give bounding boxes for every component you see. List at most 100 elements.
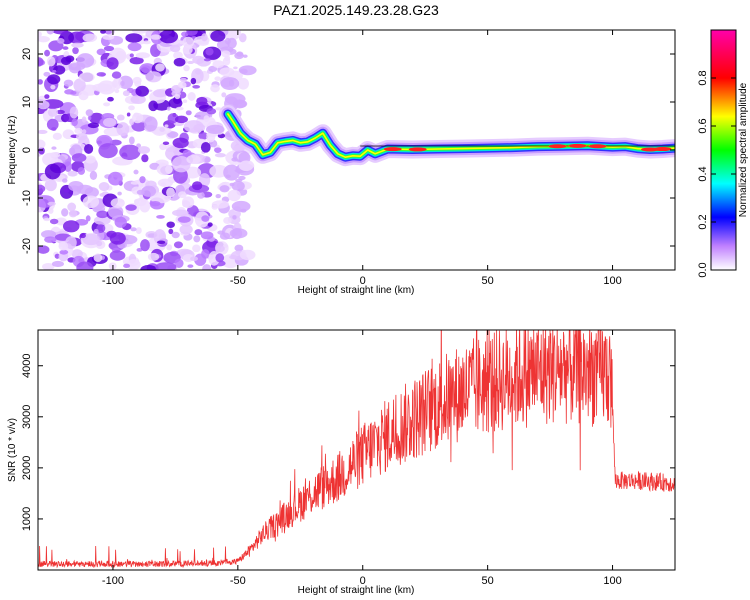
noise-speck [82, 195, 100, 209]
noise-speck [206, 108, 217, 115]
noise-speck [139, 176, 146, 184]
noise-speck [215, 245, 225, 253]
noise-speck [221, 92, 227, 98]
noise-speck [142, 40, 151, 45]
ridge-peak [568, 143, 587, 148]
noise-speck [51, 260, 65, 268]
noise-speck [145, 71, 162, 83]
noise-speck [38, 139, 46, 149]
noise-speck [123, 263, 131, 268]
ridge-peak [408, 147, 427, 152]
noise-speck [182, 36, 195, 48]
noise-speck [109, 139, 122, 146]
noise-speck [215, 193, 221, 199]
noise-speck [114, 216, 127, 228]
noise-speck [155, 63, 165, 72]
noise-speck [205, 47, 214, 56]
spectrogram-xtick-label: 50 [482, 275, 494, 287]
noise-speck [87, 115, 92, 121]
noise-speck [148, 100, 159, 112]
spectrogram-noise-region [38, 30, 257, 270]
noise-speck [38, 146, 45, 155]
noise-speck [52, 69, 57, 73]
colorbar-tick-label: 0.8 [697, 70, 709, 85]
ridge-peak [588, 144, 607, 149]
noise-speck [183, 64, 190, 72]
noise-speck [220, 77, 240, 90]
noise-speck [127, 42, 142, 52]
noise-speck [177, 81, 187, 89]
noise-speck [38, 184, 46, 193]
noise-speck [174, 94, 181, 100]
noise-speck [181, 31, 189, 37]
noise-speck [135, 227, 142, 234]
noise-speck [234, 244, 244, 252]
snr-ytick-label: 2000 [21, 456, 33, 480]
noise-speck [57, 37, 65, 44]
noise-speck [237, 77, 249, 90]
spectrogram-xtick-label: 0 [360, 275, 366, 287]
noise-speck [179, 40, 185, 45]
noise-speck [231, 228, 243, 240]
noise-speck [104, 30, 112, 35]
spectrogram-xtick-label: -100 [102, 275, 124, 287]
noise-speck [137, 146, 150, 154]
noise-speck [64, 188, 70, 193]
noise-speck [182, 45, 193, 55]
noise-speck [93, 215, 111, 226]
noise-speck [43, 71, 51, 77]
noise-speck [171, 156, 191, 173]
noise-speck [62, 46, 69, 50]
noise-speck [77, 167, 86, 175]
ridge-peak [383, 147, 402, 152]
noise-speck [49, 218, 59, 225]
noise-speck [192, 55, 205, 65]
noise-speck [207, 222, 213, 227]
spectrogram-ytick-label: 10 [21, 96, 33, 108]
noise-speck [54, 253, 60, 259]
noise-speck [87, 122, 100, 129]
colorbar-ticks: 0.0 0.2 0.4 0.6 0.8 [697, 70, 736, 278]
noise-speck [235, 100, 248, 108]
noise-speck [183, 120, 204, 133]
noise-speck [242, 54, 248, 58]
noise-speck [231, 200, 251, 212]
ridge-peak [653, 147, 672, 152]
noise-speck [198, 173, 211, 187]
spectrogram-ytick-label: 20 [21, 48, 33, 60]
noise-speck [119, 144, 141, 160]
noise-speck [103, 45, 115, 52]
noise-speck [221, 50, 231, 58]
colorbar-label: Normalized spectral amplitude [738, 82, 749, 217]
noise-speck [159, 143, 167, 151]
noise-speck [131, 119, 147, 132]
noise-speck [107, 171, 123, 186]
noise-speck [68, 63, 81, 74]
noise-speck [51, 146, 57, 150]
noise-speck [150, 34, 162, 40]
noise-speck [211, 200, 230, 209]
noise-speck [159, 30, 179, 44]
chart-title: PAZ1.2025.149.23.28.G23 [273, 2, 439, 18]
noise-speck [166, 187, 175, 198]
spectrogram-ytick-label: -20 [21, 238, 33, 254]
noise-speck [214, 147, 222, 154]
noise-speck [206, 131, 216, 143]
noise-speck [232, 215, 237, 220]
noise-speck [164, 124, 169, 128]
snr-frame [37, 329, 676, 571]
noise-speck [38, 36, 50, 43]
noise-speck [38, 79, 43, 85]
noise-speck [106, 57, 119, 70]
noise-speck [46, 30, 55, 35]
noise-speck [222, 57, 231, 66]
noise-speck [239, 249, 256, 261]
noise-speck [52, 30, 69, 35]
noise-speck [114, 88, 120, 94]
noise-speck [62, 178, 68, 183]
noise-speck [117, 191, 122, 196]
noise-speck [73, 78, 86, 93]
noise-speck [186, 30, 198, 36]
noise-speck [139, 199, 151, 213]
noise-speck [197, 192, 205, 199]
